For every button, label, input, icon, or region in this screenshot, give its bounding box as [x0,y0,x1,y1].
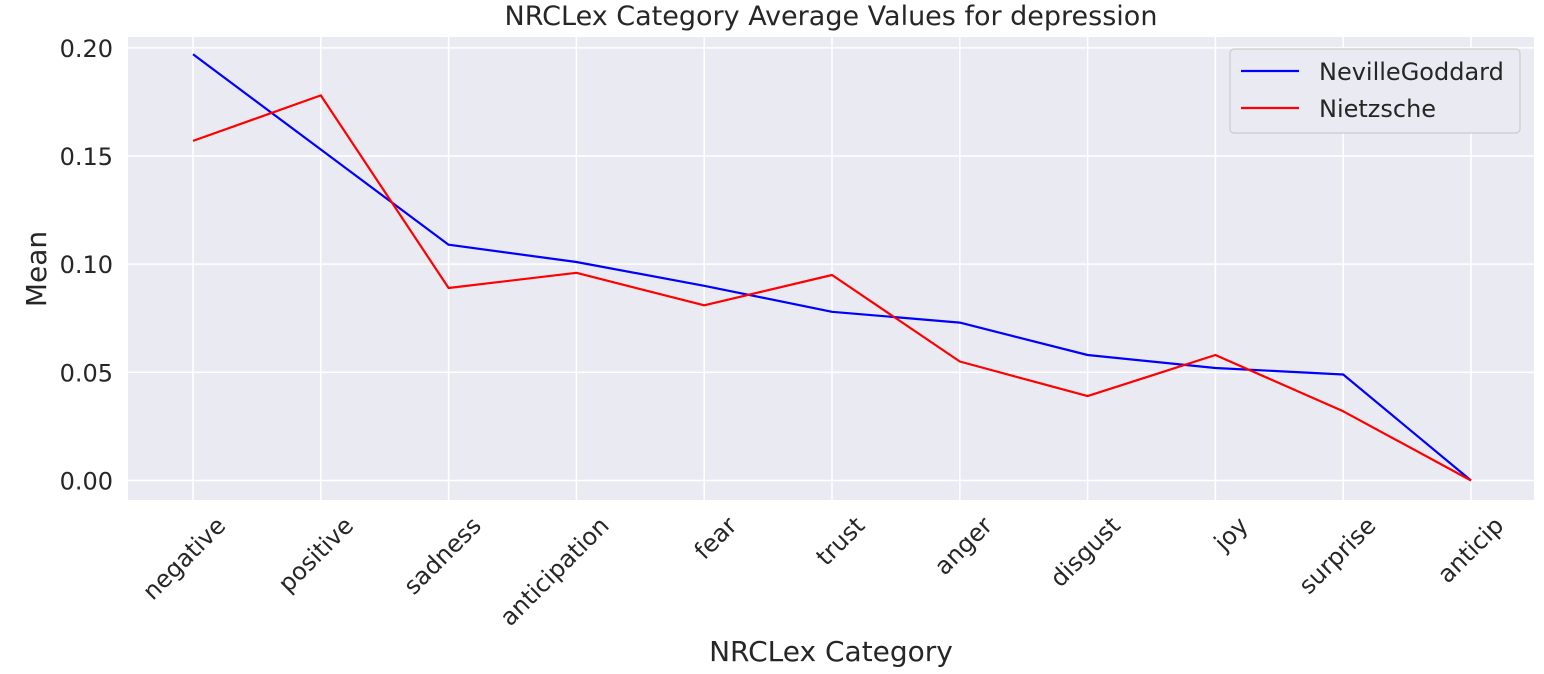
x-tick-label-disgust: disgust [1045,511,1126,592]
x-tick-label-positive: positive [273,511,359,597]
legend: NevilleGoddard Nietzsche [1229,48,1521,134]
y-tick-label: 0.00 [60,468,113,496]
y-tick-label: 0.15 [60,143,113,171]
x-tick-label-anticip: anticip [1432,511,1509,588]
series-lines [192,53,1472,482]
chart-title: NRCLex Category Average Values for depre… [505,1,1158,32]
legend-box [1229,48,1521,134]
legend-label-nietzsche: Nietzsche [1319,95,1436,123]
x-tick-label-negative: negative [137,511,231,605]
legend-label-nevillegoddard: NevilleGoddard [1319,58,1504,86]
series-line-nevillegoddard [192,53,1472,482]
y-tick-label: 0.05 [60,359,113,387]
x-tick-label-anticipation: anticipation [495,511,615,631]
x-tick-label-fear: fear [689,511,743,565]
x-tick-label-trust: trust [811,511,871,571]
y-tick-label: 0.10 [60,251,113,279]
grid-lines [128,37,1534,500]
series-line-nietzsche [192,94,1472,482]
x-tick-label-joy: joy [1208,511,1254,557]
y-tick-label: 0.20 [60,35,113,63]
x-tick-label-surprise: surprise [1293,511,1381,599]
x-axis-label: NRCLex Category [709,635,953,668]
y-tick-labels: 0.00 0.05 0.10 0.15 0.20 [60,35,113,496]
y-axis-label: Mean [20,231,53,307]
x-tick-labels: negative positive sadness anticipation fear t… [137,511,1509,631]
x-tick-label-anger: anger [929,511,998,580]
x-tick-label-sadness: sadness [398,511,487,600]
